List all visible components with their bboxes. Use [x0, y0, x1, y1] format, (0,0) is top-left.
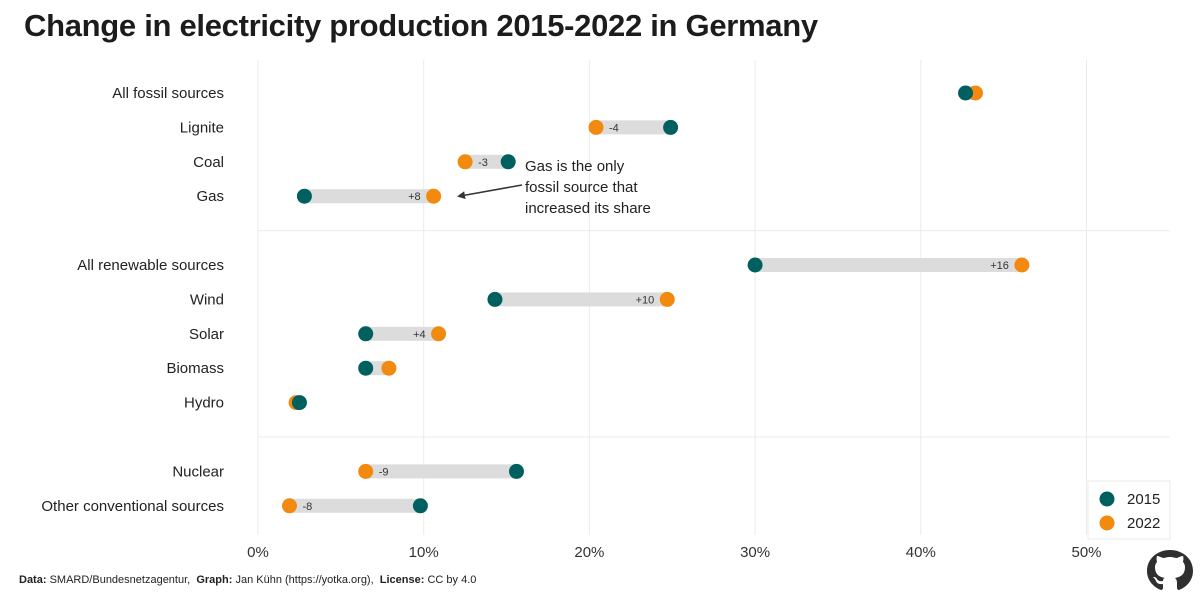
x-tick-label: 50% [1071, 544, 1101, 561]
legend-swatch [1099, 515, 1115, 531]
point-2022 [431, 326, 447, 342]
change-range-bar [494, 292, 668, 307]
legend-label: 2022 [1127, 515, 1160, 532]
source-credits: Data: SMARD/Bundesnetzagentur, Graph: Ja… [19, 574, 476, 586]
change-value-label: -8 [302, 501, 312, 513]
point-2015 [296, 188, 312, 204]
category-label: Gas [196, 188, 224, 205]
license-value: CC by 4.0 [427, 574, 477, 586]
change-range-bar [465, 154, 509, 169]
category-label: All fossil sources [112, 85, 224, 102]
graph-label: Graph: [196, 574, 233, 586]
x-tick-label: 0% [247, 544, 269, 561]
category-label: Wind [190, 291, 224, 308]
point-2015 [358, 360, 374, 376]
change-value-label: -3 [478, 157, 488, 169]
point-2022 [588, 119, 604, 135]
chart-title: Change in electricity production 2015-20… [24, 8, 818, 43]
legend-swatch [1099, 491, 1115, 507]
point-2022 [426, 188, 442, 204]
point-2015 [500, 154, 516, 170]
annotation-arrow [457, 184, 523, 200]
data-label: Data: [19, 574, 47, 586]
change-value-label: +8 [408, 191, 421, 203]
point-2022 [281, 498, 297, 514]
change-range-bar [365, 326, 439, 341]
change-value-label: -9 [379, 466, 389, 478]
x-tick-label: 20% [574, 544, 604, 561]
change-value-label: +10 [636, 294, 655, 306]
legend-label: 2015 [1127, 491, 1160, 508]
change-value-label: -4 [609, 122, 619, 134]
change-range-bar [755, 258, 1022, 272]
change-value-label: +4 [413, 329, 426, 341]
annotation-text: increased its share [525, 200, 651, 217]
x-tick-label: 10% [409, 544, 439, 561]
license-label: License: [379, 574, 425, 586]
category-label: Lignite [180, 119, 224, 136]
x-tick-label: 40% [906, 544, 936, 561]
category-label: Nuclear [172, 463, 224, 480]
point-2022 [358, 463, 374, 479]
point-2015 [412, 498, 428, 514]
point-2022 [457, 154, 473, 170]
point-2015 [747, 257, 763, 273]
octocat-silhouette-icon [1147, 550, 1193, 590]
point-2022 [659, 291, 675, 307]
category-label: Hydro [184, 395, 224, 412]
change-range-bar [596, 120, 671, 135]
category-label: Other conventional sources [41, 498, 224, 515]
point-2022 [381, 360, 397, 376]
point-2015 [291, 395, 307, 411]
change-value-label: +16 [990, 260, 1009, 272]
annotation-text: fossil source that [525, 179, 638, 196]
category-label: Solar [189, 326, 224, 343]
graph-author: Jan Kühn (https://yotka.org), [235, 574, 374, 586]
change-range-bar [304, 189, 434, 204]
point-2015 [958, 85, 974, 101]
category-label: Coal [193, 154, 224, 171]
data-source: SMARD/Bundesnetzagentur, [49, 574, 191, 586]
point-2015 [663, 119, 679, 135]
point-2015 [508, 463, 524, 479]
change-range-bar [289, 498, 421, 513]
point-2015 [487, 291, 503, 307]
category-label: Biomass [166, 360, 224, 377]
category-label: All renewable sources [77, 257, 224, 274]
legend-box [1087, 480, 1171, 540]
point-2015 [358, 326, 374, 342]
change-range-bar [365, 464, 517, 479]
annotation-text: Gas is the only [525, 158, 625, 175]
point-2022 [1014, 257, 1030, 273]
x-tick-label: 30% [740, 544, 770, 561]
